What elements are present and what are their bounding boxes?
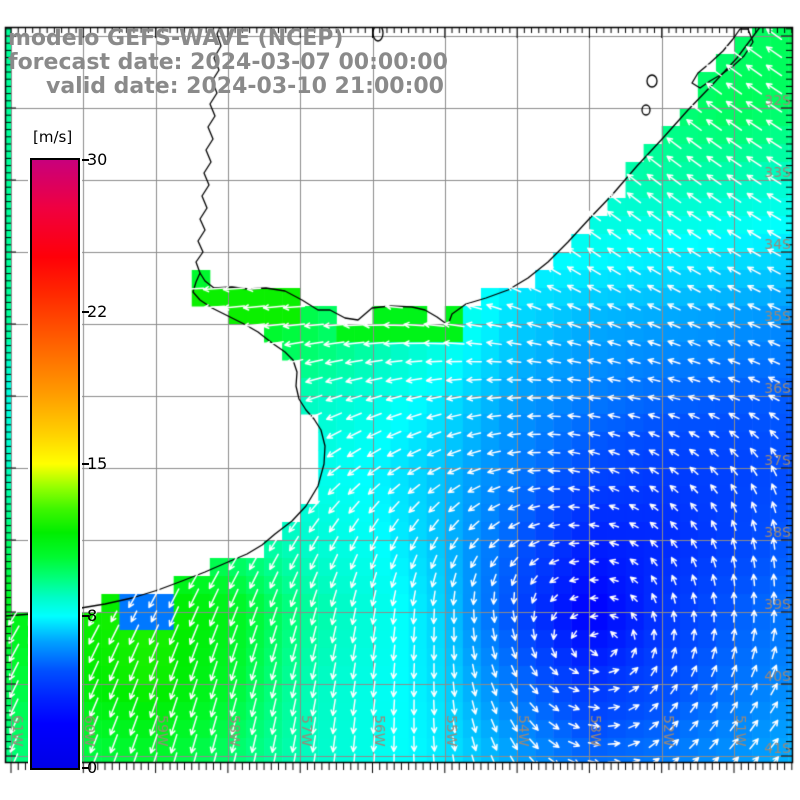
colorbar-tick	[82, 463, 89, 465]
colorbar-gradient	[30, 158, 80, 770]
colorbar-tick-label: 8	[87, 606, 98, 625]
colorbar-tick	[82, 615, 89, 617]
colorbar-tick	[82, 767, 89, 769]
colorbar-tick-label: 15	[87, 454, 108, 473]
colorbar-tick	[82, 159, 89, 161]
colorbar-tick-label: 0	[87, 758, 98, 777]
colorbar-tick-label: 30	[87, 150, 108, 169]
colorbar-tick-label: 22	[87, 302, 108, 321]
colorbar-tick	[82, 311, 89, 313]
colorbar-unit-label: [m/s]	[33, 128, 73, 146]
